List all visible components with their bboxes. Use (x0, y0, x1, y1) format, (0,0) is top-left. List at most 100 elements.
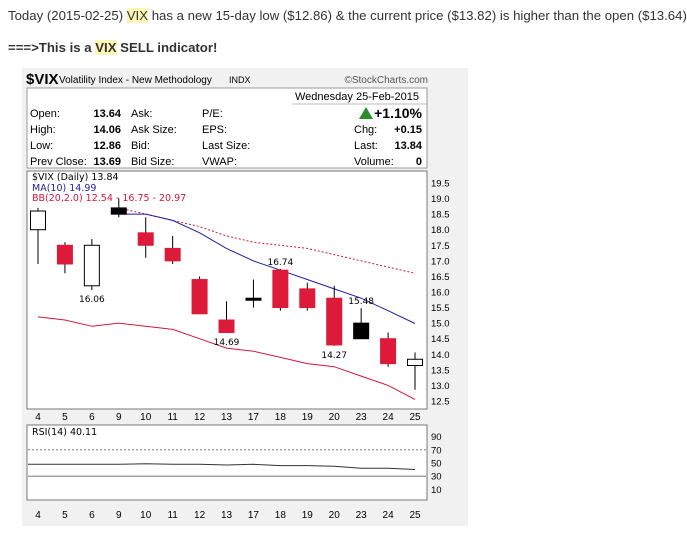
headline-suffix: has a new 15-day low ($12.86) & the curr… (148, 8, 687, 23)
candle-body (218, 319, 235, 333)
high-value: 14.06 (93, 124, 121, 136)
date-tick: 18 (275, 510, 287, 521)
price-annotation: 16.06 (79, 295, 105, 305)
date-tick: 13 (221, 510, 233, 521)
price-tick: 12.5 (431, 397, 450, 408)
price-tick: 15.0 (431, 319, 450, 330)
date-tick: 11 (167, 510, 178, 521)
indicator-suffix: SELL indicator! (116, 40, 218, 55)
candle-body (191, 279, 208, 315)
legend-main: $VIX (Daily) 13.84 (32, 172, 119, 183)
legend-bb: BB(20,2.0) 12.54 - 16.75 - 20.97 (32, 193, 186, 204)
last-size-label: Last Size: (202, 140, 250, 152)
rsi-tick: 90 (431, 432, 442, 443)
candle-5 (56, 242, 73, 274)
date-tick: 6 (89, 510, 95, 521)
price-tick: 14.5 (431, 334, 450, 345)
rsi-y-axis: 90 70 50 30 10 (431, 432, 442, 496)
price-annotation: 14.27 (321, 351, 347, 361)
quote-box (26, 87, 428, 169)
rsi-panel (26, 424, 428, 501)
bb-lower-line (37, 316, 416, 400)
vix-highlight-2[interactable]: VIX (95, 40, 117, 55)
candle-body (380, 338, 397, 365)
price-tick: 13.0 (431, 381, 450, 392)
rsi-tick: 50 (431, 459, 442, 470)
rsi-plot (28, 449, 426, 477)
date-tick: 9 (116, 510, 122, 521)
date-axis-bottom: 4 5 6 9 10 11 12 13 17 18 19 20 23 24 25 (35, 510, 421, 521)
candle-17 (245, 279, 262, 308)
candle-body (299, 288, 316, 309)
price-tick: 13.5 (431, 365, 450, 376)
date-tick: 5 (62, 510, 68, 521)
volume-label: Volume: (354, 156, 394, 168)
up-triangle-icon (359, 107, 373, 119)
date-tick: 19 (302, 412, 314, 423)
candle-body (245, 297, 262, 301)
price-y-axis: 19.5 19.0 18.5 18.0 17.5 17.0 16.5 16.0 15.5 15.0… (431, 179, 450, 408)
bb-upper-line (118, 207, 416, 274)
headline-text: Today (2015-02-25) VIX has a new 15-day … (8, 8, 687, 23)
candle-body (83, 244, 100, 287)
candle-18 (272, 268, 289, 311)
rsi-tick: 30 (431, 472, 442, 483)
indicator-prefix: ===>This is a (8, 40, 96, 55)
candle-9 (110, 198, 127, 218)
pe-label: P/E: (202, 108, 223, 120)
date-tick: 17 (248, 412, 260, 423)
candle-body (110, 207, 127, 215)
candle-body (272, 269, 289, 309)
vix-highlight[interactable]: VIX (126, 8, 149, 23)
date-tick: 20 (329, 510, 341, 521)
rsi-line (28, 463, 416, 470)
price-tick: 19.0 (431, 194, 450, 205)
date-tick: 20 (329, 412, 341, 423)
date-axis-top: 4 5 6 9 10 11 12 13 17 18 19 20 23 24 25 (35, 412, 421, 423)
last-label: Last: (354, 140, 378, 152)
chg-value: +0.15 (394, 124, 422, 136)
high-label: High: (30, 124, 56, 136)
candle-body (353, 322, 370, 340)
low-value: 12.86 (93, 140, 121, 152)
sell-indicator-text: ===>This is a VIX SELL indicator! (8, 40, 217, 55)
legend-rsi: RSI(14) 40.11 (32, 427, 97, 438)
ask-label: Ask: (131, 108, 152, 120)
date-tick: 19 (302, 510, 314, 521)
date-tick: 17 (248, 510, 260, 521)
candle-4 (30, 207, 46, 264)
ask-size-label: Ask Size: (131, 124, 177, 136)
candle-11 (164, 235, 181, 264)
candle-23 (353, 308, 370, 340)
price-annotation: 16.74 (267, 258, 293, 268)
rsi-tick: 70 (431, 445, 442, 456)
pct-change: +1.10% (374, 105, 422, 121)
price-tick: 16.5 (431, 272, 450, 283)
price-tick: 15.5 (431, 303, 450, 314)
date-tick: 10 (140, 412, 152, 423)
date-tick: 24 (383, 412, 395, 423)
price-plot: 16.06 14.69 16.74 14.27 15.48 (30, 198, 424, 400)
chg-label: Chg: (354, 124, 377, 136)
candle-25 (407, 352, 424, 390)
eps-label: EPS: (202, 124, 227, 136)
price-annotation: 15.48 (348, 297, 374, 307)
exchange: INDX (229, 75, 251, 85)
date-tick: 18 (275, 412, 287, 423)
price-tick: 18.5 (431, 210, 450, 221)
date-tick: 23 (356, 510, 368, 521)
price-tick: 17.5 (431, 241, 450, 252)
candle-24 (380, 332, 397, 367)
date-tick: 10 (140, 510, 152, 521)
date-tick: 4 (35, 412, 41, 423)
vwap-label: VWAP: (202, 156, 237, 168)
open-value: 13.64 (93, 108, 121, 120)
ma10-line (118, 213, 416, 324)
legend-ma: MA(10) 14.99 (32, 183, 96, 194)
candle-body (407, 358, 424, 366)
candle-body (164, 247, 181, 262)
price-annotation: 14.69 (214, 338, 240, 348)
price-tick: 14.0 (431, 350, 450, 361)
candle-10 (137, 217, 154, 258)
